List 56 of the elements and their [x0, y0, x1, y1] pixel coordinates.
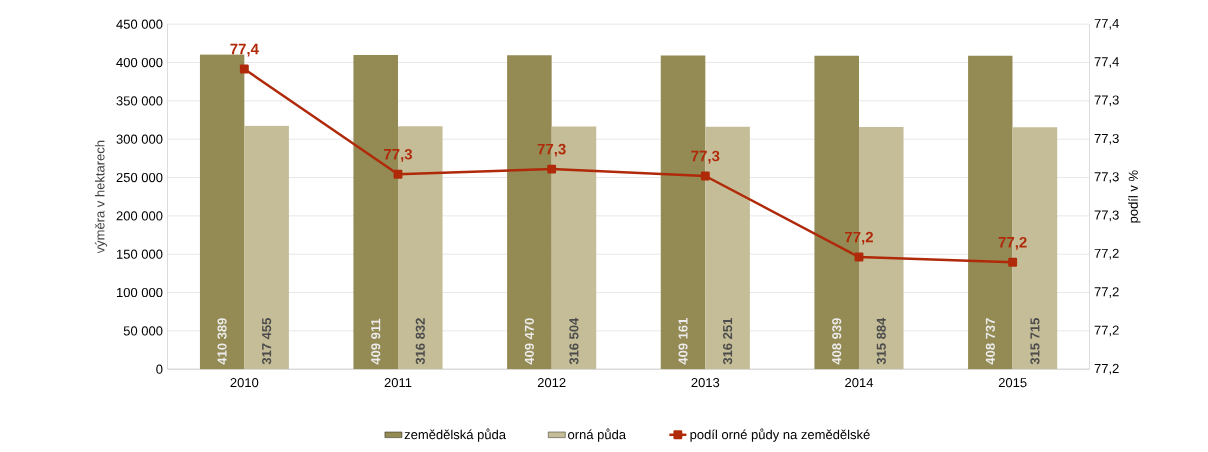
point: [1008, 257, 1018, 267]
y-tick-label: 150 000: [116, 249, 163, 259]
data-label: 315 715: [1030, 318, 1040, 365]
y2-tick-label: 77,2: [1094, 325, 1119, 337]
data-label: 316 251: [722, 318, 733, 365]
point: [547, 164, 557, 174]
point: [700, 171, 710, 181]
data-label: 409 470: [524, 318, 534, 365]
x-tick-label: 2010: [230, 377, 259, 388]
y-tick-label: 300 000: [116, 134, 163, 144]
point: [854, 252, 864, 262]
legend-label: orná půda: [568, 428, 627, 442]
data-label: 408 939: [832, 318, 842, 365]
data-label: 316 832: [415, 318, 425, 365]
x-tick-label: 2014: [845, 377, 874, 388]
y2-tick-label: 77,3: [1094, 95, 1119, 107]
data-label: 409 161: [678, 318, 688, 365]
y2-tick-label: 77,4: [1094, 57, 1119, 68]
y2-axis-title: podíl v %: [1128, 170, 1141, 223]
y-tick-label: 250 000: [116, 172, 163, 183]
data-label: 77,3: [384, 148, 413, 162]
data-label: 77,2: [845, 231, 873, 245]
x-tick-label: 2015: [998, 377, 1027, 388]
point: [239, 64, 249, 74]
y-axis-title: výměra v hektarech: [94, 140, 108, 254]
x-tick-label: 2013: [691, 377, 720, 388]
data-label: 317 455: [262, 318, 272, 365]
data-label: 410 389: [217, 318, 227, 365]
y2-tick-label: 77,2: [1094, 363, 1119, 375]
data-label: 315 884: [876, 317, 886, 365]
data-label: 77,2: [998, 236, 1027, 250]
y2-tick-label: 77,3: [1094, 133, 1119, 145]
y-tick-label: 400 000: [116, 57, 163, 68]
data-label: 409 911: [371, 318, 381, 365]
data-label: 408 737: [985, 318, 995, 365]
y-tick-label: 0: [156, 364, 163, 374]
y-tick-label: 100 000: [116, 287, 163, 298]
y2-tick-label: 77,2: [1094, 248, 1119, 260]
legend-label: podíl orné půdy na zemědělské: [690, 428, 870, 442]
legend-label: zemědělská půda: [404, 428, 507, 442]
y2-tick-label: 77,3: [1094, 172, 1119, 183]
y2-tick-label: 77,4: [1094, 18, 1119, 30]
y2-tick-label: 77,3: [1094, 210, 1119, 222]
y2-tick-label: 77,2: [1094, 287, 1119, 298]
bar: [244, 125, 289, 370]
data-label: 316 504: [569, 317, 579, 365]
y-tick-label: 200 000: [116, 211, 163, 221]
data-label: 77,3: [537, 143, 566, 157]
data-label: 77,4: [230, 43, 259, 57]
y-tick-label: 350 000: [116, 96, 163, 106]
x-tick-label: 2012: [537, 377, 566, 388]
y-tick-label: 50 000: [123, 326, 163, 336]
x-tick-label: 2011: [384, 377, 412, 388]
point: [393, 169, 403, 179]
y-tick-label: 450 000: [116, 19, 163, 29]
data-label: 77,3: [691, 150, 720, 164]
